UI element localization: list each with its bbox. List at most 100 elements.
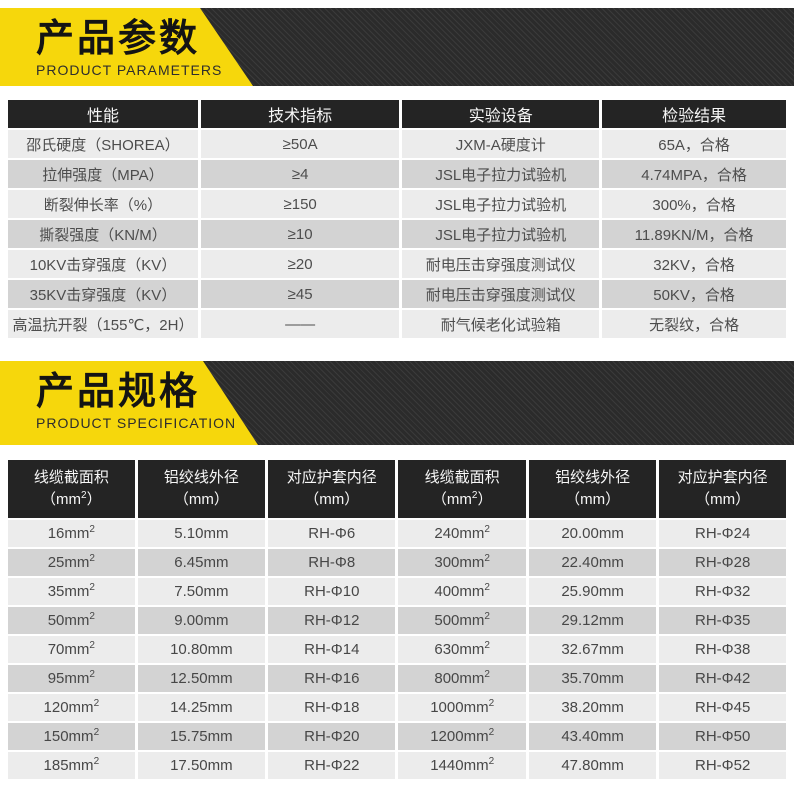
table-cell: 25.90mm	[528, 578, 657, 605]
table-row: 120mm2 14.25mm RH-Φ18 1000mm2 38.20mm RH-Φ45	[8, 694, 786, 721]
table-cell: 6.45mm	[137, 549, 266, 576]
table-cell: RH-Φ16	[268, 665, 396, 692]
table-cell: JXM-A硬度计	[402, 130, 600, 158]
superscript: 2	[93, 727, 100, 738]
table-cell: 5.10mm	[137, 520, 266, 547]
table-cell: 耐电压击穿强度测试仪	[402, 250, 600, 278]
superscript: 2	[484, 524, 490, 535]
superscript: 2	[484, 553, 490, 564]
table-row: 95mm2 12.50mm RH-Φ16 800mm2 35.70mm RH-Φ42	[8, 665, 786, 692]
column-header: 技术指标	[200, 100, 400, 128]
table-cell: 70mm2	[8, 636, 135, 663]
table-cell: 800mm2	[398, 665, 526, 692]
table-cell: 20.00mm	[528, 520, 657, 547]
table-cell: 17.50mm	[137, 752, 266, 779]
superscript: 2	[471, 490, 478, 501]
table-cell: 1440mm2	[398, 752, 526, 779]
table-cell: 耐气候老化试验箱	[402, 310, 600, 338]
table-cell: 1000mm2	[398, 694, 526, 721]
table-cell: 240mm2	[398, 520, 526, 547]
table-cell: 16mm2	[8, 520, 135, 547]
table-row: 断裂伸长率（%） ≥150 JSL电子拉力试验机 300%，合格	[8, 190, 786, 218]
section-title: 产品参数	[36, 18, 201, 60]
table-cell: 25mm2	[8, 549, 135, 576]
table-cell: RH-Φ10	[268, 578, 396, 605]
table-cell: RH-Φ6	[268, 520, 396, 547]
table-cell: 32KV，合格	[602, 250, 786, 278]
table-row: 25mm2 6.45mm RH-Φ8 300mm2 22.40mm RH-Φ28	[8, 549, 786, 576]
table-cell: 10.80mm	[137, 636, 266, 663]
parameters-table: 性能 技术指标 实验设备 检验结果 邵氏硬度（SHOREA） ≥50A JXM-A硬度计 6…	[5, 98, 789, 340]
table-cell: 150mm2	[8, 723, 135, 750]
table-cell: 9.00mm	[137, 607, 266, 634]
section-subtitle: PRODUCT SPECIFICATION	[36, 415, 237, 431]
table-cell: 高温抗开裂（155℃，2H）	[8, 310, 198, 338]
specification-table-head: 线缆截面积 （mm2） 铝绞线外径 （mm） 对应护套内径 （mm） 线缆截面积 （mm2）铝…	[8, 460, 786, 518]
table-cell: 无裂纹，合格	[602, 310, 786, 338]
table-cell: 35.70mm	[528, 665, 657, 692]
table-cell: 11.89KN/M，合格	[602, 220, 786, 248]
table-cell: 4.74MPA，合格	[602, 160, 786, 188]
table-cell: 50KV，合格	[602, 280, 786, 308]
column-header: 对应护套内径 （mm）	[659, 460, 786, 518]
section-subtitle: PRODUCT PARAMETERS	[36, 62, 223, 78]
superscript: 2	[93, 756, 100, 767]
column-header: 线缆截面积 （mm2）	[8, 460, 135, 518]
table-cell: RH-Φ12	[268, 607, 396, 634]
table-cell: RH-Φ8	[268, 549, 396, 576]
table-cell: RH-Φ22	[268, 752, 396, 779]
table-cell: 29.12mm	[528, 607, 657, 634]
column-header: 对应护套内径 （mm）	[268, 460, 396, 518]
table-cell: 120mm2	[8, 694, 135, 721]
table-cell: 50mm2	[8, 607, 135, 634]
table-cell: RH-Φ45	[659, 694, 786, 721]
column-header: 铝绞线外径 （mm）	[528, 460, 657, 518]
table-cell: RH-Φ32	[659, 578, 786, 605]
table-cell: RH-Φ14	[268, 636, 396, 663]
header-row: 线缆截面积 （mm2） 铝绞线外径 （mm） 对应护套内径 （mm） 线缆截面积 （mm2）铝…	[8, 460, 786, 518]
table-cell: RH-Φ52	[659, 752, 786, 779]
column-header: 铝绞线外径 （mm）	[137, 460, 266, 518]
specification-banner: 产品规格 PRODUCT SPECIFICATION	[0, 361, 794, 445]
table-row: 邵氏硬度（SHOREA） ≥50A JXM-A硬度计 65A，合格	[8, 130, 786, 158]
table-cell: RH-Φ28	[659, 549, 786, 576]
table-cell: ≥45	[200, 280, 400, 308]
table-cell: 500mm2	[398, 607, 526, 634]
table-cell: ≥4	[200, 160, 400, 188]
table-row: 35KV击穿强度（KV） ≥45 耐电压击穿强度测试仪 50KV，合格	[8, 280, 786, 308]
superscript: 2	[89, 611, 95, 622]
table-cell: 630mm2	[398, 636, 526, 663]
specification-table-wrap: 线缆截面积 （mm2） 铝绞线外径 （mm） 对应护套内径 （mm） 线缆截面积 （mm2）铝…	[5, 458, 789, 781]
table-cell: 300%，合格	[602, 190, 786, 218]
column-header: 检验结果	[602, 100, 786, 128]
table-cell: JSL电子拉力试验机	[402, 190, 600, 218]
table-cell: RH-Φ20	[268, 723, 396, 750]
table-cell: ≥50A	[200, 130, 400, 158]
table-cell: 185mm2	[8, 752, 135, 779]
table-cell: 拉伸强度（MPA）	[8, 160, 198, 188]
column-header: 实验设备	[402, 100, 600, 128]
table-cell: 邵氏硬度（SHOREA）	[8, 130, 198, 158]
superscript: 2	[81, 490, 87, 501]
banner-text-block: 产品规格 PRODUCT SPECIFICATION	[36, 370, 236, 431]
parameters-table-wrap: 性能 技术指标 实验设备 检验结果 邵氏硬度（SHOREA） ≥50A JXM-A硬度计 6…	[5, 98, 789, 340]
table-cell: 耐电压击穿强度测试仪	[402, 280, 600, 308]
column-header: 线缆截面积 （mm2）	[398, 460, 526, 518]
table-cell: RH-Φ24	[659, 520, 786, 547]
banner-yellow-shape: 产品规格 PRODUCT SPECIFICATION	[0, 361, 258, 445]
table-cell: 65A，合格	[602, 130, 786, 158]
table-cell: 7.50mm	[137, 578, 266, 605]
header-row: 性能 技术指标 实验设备 检验结果	[8, 100, 786, 128]
table-row: 150mm2 15.75mm RH-Φ20 1200mm2 43.40mm RH-Φ50	[8, 723, 786, 750]
superscript: 2	[89, 640, 95, 651]
table-cell: 43.40mm	[528, 723, 657, 750]
table-cell: 400mm2	[398, 578, 526, 605]
table-cell: RH-Φ42	[659, 665, 786, 692]
table-row: 16mm2 5.10mm RH-Φ6 240mm2 20.00mm RH-Φ24	[8, 520, 786, 547]
table-row: 高温抗开裂（155℃，2H） —— 耐气候老化试验箱 无裂纹，合格	[8, 310, 786, 338]
specification-table: 线缆截面积 （mm2） 铝绞线外径 （mm） 对应护套内径 （mm） 线缆截面积 （mm2）铝…	[5, 458, 789, 781]
table-row: 撕裂强度（KN/M） ≥10 JSL电子拉力试验机 11.89KN/M，合格	[8, 220, 786, 248]
column-header: 性能	[8, 100, 198, 128]
superscript: 2	[484, 582, 490, 593]
